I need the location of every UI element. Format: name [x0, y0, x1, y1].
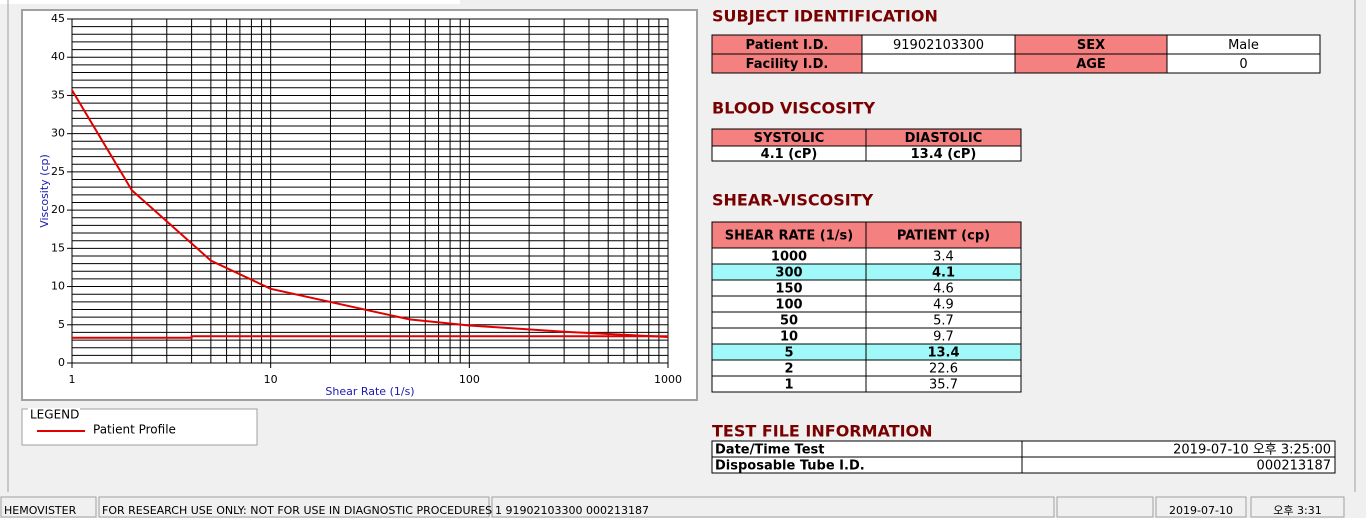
cell-text: 2 [784, 362, 793, 377]
cell-text: Facility I.D. [746, 57, 829, 72]
cell-text: 4.1 [932, 266, 955, 281]
cell-text: 5 [784, 346, 793, 361]
cell-text: 100 [775, 298, 802, 313]
legend-box [21, 408, 258, 446]
status-text: HEMOVISTER [4, 504, 77, 517]
x-tick-label: 10 [264, 373, 278, 386]
cell-text: 22.6 [929, 362, 958, 377]
table-cell [865, 145, 1022, 162]
status-panel [1250, 496, 1345, 518]
y-tick-label: 10 [51, 280, 65, 293]
table-cell [865, 375, 1022, 393]
cell-text: SEX [1077, 38, 1105, 53]
cell-text: 50 [780, 314, 798, 329]
cell-text: 13.4 (cP) [911, 147, 977, 162]
status-text: FOR RESEARCH USE ONLY: NOT FOR USE IN DI… [102, 504, 492, 517]
y-tick-label: 25 [51, 165, 65, 178]
status-text: 2019-07-10 [1169, 504, 1233, 517]
y-tick-label: 35 [51, 88, 65, 101]
status-bar [0, 496, 1366, 518]
cell-text: 3.4 [933, 250, 954, 265]
cell-text: 000213187 [1257, 459, 1331, 474]
cell-text: Male [1228, 38, 1259, 53]
plot-area [71, 18, 669, 364]
legend-label: Patient Profile [93, 423, 176, 437]
status-text: 1 91902103300 000213187 [495, 504, 649, 517]
cell-text: AGE [1076, 57, 1106, 72]
cell-text: SYSTOLIC [754, 131, 825, 146]
status-panel [0, 496, 97, 518]
status-panel [1155, 496, 1247, 518]
section-title: TEST FILE INFORMATION [712, 422, 933, 441]
data-line [72, 335, 668, 339]
x-axis-label: Shear Rate (1/s) [325, 385, 414, 398]
status-panel [98, 496, 490, 518]
cell-text: 4.1 (cP) [761, 147, 818, 162]
cell-text: SHEAR RATE (1/s) [725, 229, 853, 244]
cell-text: 0 [1239, 57, 1247, 72]
cell-text: PATIENT (cp) [897, 229, 990, 244]
cell-text: DIASTOLIC [905, 131, 983, 146]
cell-text: 1 [784, 378, 793, 393]
y-tick-label: 20 [51, 203, 65, 216]
x-tick-label: 1000 [654, 373, 682, 386]
status-panel [491, 496, 1055, 518]
cell-text: 9.7 [933, 330, 954, 345]
y-tick-label: 30 [51, 127, 65, 140]
cell-text: 35.7 [929, 378, 958, 393]
x-tick-label: 100 [459, 373, 480, 386]
cell-text: 150 [775, 282, 802, 297]
y-tick-label: 5 [58, 318, 65, 331]
tab-strip [0, 0, 460, 4]
section-title: BLOOD VISCOSITY [712, 99, 875, 118]
y-tick-label: 15 [51, 241, 65, 254]
cell-text: 13.4 [927, 346, 959, 361]
y-tick-label: 45 [51, 12, 65, 25]
data-line [71, 89, 669, 338]
cell-text: 91902103300 [893, 38, 984, 53]
table-cell [865, 221, 1022, 249]
legend-title: LEGEND [30, 408, 79, 422]
cell-text: 1000 [771, 250, 807, 265]
cell-text: Patient I.D. [746, 38, 829, 53]
section-title: SUBJECT IDENTIFICATION [712, 7, 938, 26]
table-cell [861, 53, 1016, 74]
cell-text: 300 [775, 266, 802, 281]
section-title: SHEAR-VISCOSITY [712, 191, 874, 210]
cell-text: Disposable Tube I.D. [715, 459, 865, 474]
cell-text: 4.9 [933, 298, 954, 313]
legend-title-bg [28, 408, 80, 422]
status-text: 오후 3:31 [1273, 504, 1321, 517]
table-cell [1166, 53, 1321, 74]
y-tick-label: 40 [51, 50, 65, 63]
y-tick-label: 0 [58, 356, 65, 369]
table-cell [1021, 456, 1336, 474]
x-tick-label: 1 [69, 373, 76, 386]
y-axis-label: Viscosity (cp) [38, 154, 51, 228]
cell-text: 5.7 [933, 314, 954, 329]
status-panel [1056, 496, 1154, 518]
cell-text: 4.6 [933, 282, 954, 297]
cell-text: 2019-07-10 오후 3:25:00 [1173, 443, 1331, 458]
cell-text: 10 [780, 330, 798, 345]
cell-text: Date/Time Test [715, 443, 824, 458]
